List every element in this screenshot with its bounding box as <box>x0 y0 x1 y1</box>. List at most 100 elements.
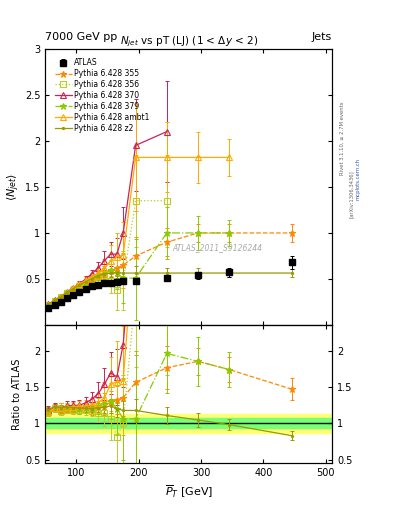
Pythia 6.428 379 <box>83 279 88 285</box>
Pythia 6.428 356 <box>77 283 82 289</box>
Text: Jets: Jets <box>312 32 332 42</box>
Pythia 6.428 356 <box>59 294 63 301</box>
Pythia 6.428 ambt1 <box>102 265 107 271</box>
Pythia 6.428 370 <box>90 270 94 276</box>
Pythia 6.428 355 <box>115 265 119 271</box>
Text: ATLAS_2011_S9126244: ATLAS_2011_S9126244 <box>172 243 263 252</box>
Pythia 6.428 355 <box>108 268 113 274</box>
Pythia 6.428 379 <box>59 294 63 300</box>
Pythia 6.428 ambt1 <box>83 278 88 284</box>
Line: Pythia 6.428 379: Pythia 6.428 379 <box>45 229 233 308</box>
Y-axis label: $\langle N_{jet}\rangle$: $\langle N_{jet}\rangle$ <box>6 173 22 201</box>
Pythia 6.428 356 <box>108 278 113 284</box>
Pythia 6.428 ambt1 <box>133 154 138 160</box>
Text: 7000 GeV pp: 7000 GeV pp <box>45 32 118 42</box>
Pythia 6.428 370 <box>77 281 82 287</box>
Pythia 6.428 356 <box>115 287 119 293</box>
Line: Pythia 6.428 ambt1: Pythia 6.428 ambt1 <box>45 154 232 308</box>
Pythia 6.428 ambt1 <box>121 252 125 258</box>
Pythia 6.428 355 <box>196 230 200 236</box>
Pythia 6.428 355 <box>83 279 88 285</box>
Text: mcplots.cern.ch: mcplots.cern.ch <box>356 158 361 200</box>
Pythia 6.428 355 <box>90 276 94 282</box>
Pythia 6.428 z2 <box>52 297 57 303</box>
Title: $N_{jet}$ vs pT (LJ) (1 < $\Delta y$ < 2): $N_{jet}$ vs pT (LJ) (1 < $\Delta y$ < 2… <box>119 35 258 49</box>
Pythia 6.428 355 <box>289 230 294 236</box>
Pythia 6.428 z2 <box>289 270 294 276</box>
Pythia 6.428 ambt1 <box>52 297 57 304</box>
Pythia 6.428 z2 <box>227 270 231 276</box>
Pythia 6.428 ambt1 <box>227 154 231 160</box>
Pythia 6.428 z2 <box>59 293 63 300</box>
Text: [arXiv:1306.3436]: [arXiv:1306.3436] <box>349 170 354 219</box>
Pythia 6.428 355 <box>77 283 82 289</box>
Pythia 6.428 356 <box>90 277 94 283</box>
Pythia 6.428 z2 <box>90 275 94 282</box>
Pythia 6.428 355 <box>65 290 70 296</box>
Pythia 6.428 355 <box>46 302 51 308</box>
Line: Pythia 6.428 z2: Pythia 6.428 z2 <box>46 271 294 307</box>
Pythia 6.428 356 <box>65 290 70 296</box>
Pythia 6.428 355 <box>59 294 63 301</box>
Pythia 6.428 356 <box>96 276 101 282</box>
Pythia 6.428 370 <box>108 251 113 257</box>
Pythia 6.428 z2 <box>96 273 101 279</box>
Pythia 6.428 370 <box>96 265 101 271</box>
Pythia 6.428 379 <box>71 286 75 292</box>
Pythia 6.428 379 <box>90 275 94 281</box>
Line: Pythia 6.428 355: Pythia 6.428 355 <box>45 229 295 308</box>
Line: Pythia 6.428 370: Pythia 6.428 370 <box>45 129 170 308</box>
Pythia 6.428 355 <box>52 297 57 304</box>
X-axis label: $\overline{P}_T$ [GeV]: $\overline{P}_T$ [GeV] <box>165 484 213 500</box>
Pythia 6.428 355 <box>227 230 231 236</box>
Pythia 6.428 z2 <box>196 270 200 276</box>
Pythia 6.428 ambt1 <box>115 254 119 260</box>
Pythia 6.428 z2 <box>108 270 113 276</box>
Pythia 6.428 355 <box>71 287 75 293</box>
Pythia 6.428 379 <box>108 267 113 273</box>
Pythia 6.428 370 <box>65 289 70 295</box>
Pythia 6.428 ambt1 <box>108 258 113 264</box>
Pythia 6.428 379 <box>96 272 101 278</box>
Pythia 6.428 356 <box>133 198 138 204</box>
Pythia 6.428 379 <box>52 297 57 304</box>
Pythia 6.428 370 <box>115 251 119 257</box>
Pythia 6.428 z2 <box>83 279 88 285</box>
Pythia 6.428 370 <box>83 276 88 282</box>
Pythia 6.428 ambt1 <box>59 293 63 300</box>
Pythia 6.428 379 <box>196 230 200 236</box>
Pythia 6.428 z2 <box>121 270 125 276</box>
Pythia 6.428 356 <box>102 274 107 280</box>
Pythia 6.428 ambt1 <box>196 154 200 160</box>
Pythia 6.428 379 <box>164 230 169 236</box>
Pythia 6.428 379 <box>46 302 51 308</box>
Pythia 6.428 ambt1 <box>164 154 169 160</box>
Pythia 6.428 379 <box>121 275 125 281</box>
Pythia 6.428 370 <box>121 230 125 236</box>
Pythia 6.428 370 <box>71 285 75 291</box>
Pythia 6.428 355 <box>102 270 107 276</box>
Pythia 6.428 356 <box>71 287 75 293</box>
Pythia 6.428 z2 <box>115 270 119 276</box>
Pythia 6.428 355 <box>164 239 169 245</box>
Pythia 6.428 355 <box>96 273 101 279</box>
Text: Rivet 3.1.10, ≥ 2.7M events: Rivet 3.1.10, ≥ 2.7M events <box>340 101 345 175</box>
Legend: ATLAS, Pythia 6.428 355, Pythia 6.428 356, Pythia 6.428 370, Pythia 6.428 379, P: ATLAS, Pythia 6.428 355, Pythia 6.428 35… <box>52 55 152 136</box>
Pythia 6.428 ambt1 <box>46 302 51 308</box>
Pythia 6.428 ambt1 <box>90 273 94 280</box>
Pythia 6.428 379 <box>102 269 107 275</box>
Line: Pythia 6.428 356: Pythia 6.428 356 <box>46 198 170 308</box>
Pythia 6.428 z2 <box>164 270 169 276</box>
Pythia 6.428 356 <box>121 278 125 284</box>
Pythia 6.428 356 <box>52 297 57 304</box>
Pythia 6.428 370 <box>102 258 107 264</box>
Pythia 6.428 356 <box>164 198 169 204</box>
Pythia 6.428 370 <box>46 301 51 307</box>
Pythia 6.428 370 <box>52 297 57 303</box>
Pythia 6.428 z2 <box>46 301 51 307</box>
Pythia 6.428 z2 <box>102 271 107 277</box>
Pythia 6.428 z2 <box>133 270 138 276</box>
Pythia 6.428 370 <box>164 129 169 135</box>
Pythia 6.428 ambt1 <box>77 281 82 287</box>
Pythia 6.428 379 <box>115 270 119 276</box>
